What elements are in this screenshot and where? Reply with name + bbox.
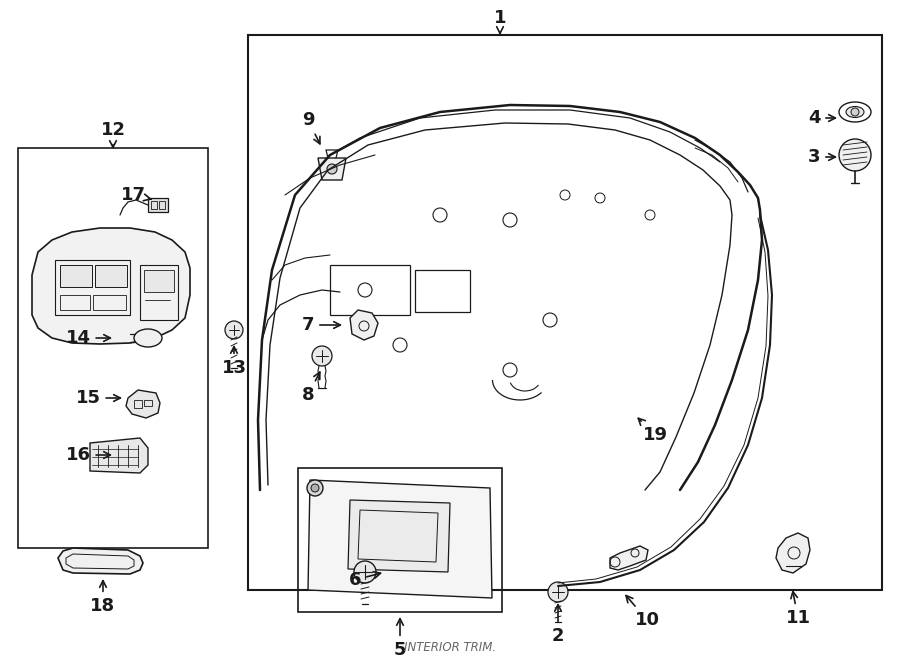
Polygon shape bbox=[308, 480, 492, 598]
Bar bbox=[330, 265, 410, 315]
Text: 6: 6 bbox=[349, 571, 381, 589]
Circle shape bbox=[225, 321, 243, 339]
Bar bbox=[298, 468, 502, 612]
Bar bbox=[159, 201, 165, 209]
Bar bbox=[60, 295, 90, 310]
Bar bbox=[134, 400, 142, 408]
Bar bbox=[95, 265, 127, 287]
Text: 8: 8 bbox=[302, 372, 319, 404]
Text: 10: 10 bbox=[626, 596, 660, 629]
Circle shape bbox=[312, 346, 332, 366]
Circle shape bbox=[851, 108, 859, 116]
Polygon shape bbox=[90, 438, 148, 473]
Text: 1: 1 bbox=[494, 9, 506, 34]
Polygon shape bbox=[350, 310, 378, 340]
Polygon shape bbox=[32, 228, 190, 344]
Text: 5: 5 bbox=[394, 619, 406, 659]
Text: 16: 16 bbox=[66, 446, 111, 464]
Circle shape bbox=[311, 484, 319, 492]
Polygon shape bbox=[58, 548, 143, 574]
Ellipse shape bbox=[846, 107, 864, 117]
Polygon shape bbox=[776, 533, 810, 573]
Ellipse shape bbox=[134, 329, 162, 347]
Bar bbox=[248, 35, 882, 590]
Bar bbox=[55, 260, 130, 315]
Circle shape bbox=[548, 582, 568, 602]
Text: 13: 13 bbox=[221, 347, 247, 377]
Bar bbox=[93, 295, 126, 310]
Text: 7: 7 bbox=[302, 316, 340, 334]
Bar bbox=[144, 270, 174, 292]
Bar bbox=[144, 400, 152, 406]
Polygon shape bbox=[348, 500, 450, 572]
Text: 18: 18 bbox=[90, 581, 115, 615]
Bar bbox=[60, 265, 92, 287]
Circle shape bbox=[327, 164, 337, 174]
Text: 3: 3 bbox=[808, 148, 835, 166]
Text: 12: 12 bbox=[101, 121, 125, 148]
Text: 4: 4 bbox=[808, 109, 835, 127]
Bar bbox=[18, 148, 208, 548]
Circle shape bbox=[839, 139, 871, 171]
Text: INTERIOR TRIM.: INTERIOR TRIM. bbox=[404, 641, 496, 654]
Text: 14: 14 bbox=[66, 329, 111, 347]
Circle shape bbox=[307, 480, 323, 496]
Bar bbox=[148, 198, 168, 212]
Bar bbox=[151, 201, 157, 209]
Text: 15: 15 bbox=[76, 389, 121, 407]
Text: 9: 9 bbox=[302, 111, 319, 144]
Polygon shape bbox=[610, 546, 648, 570]
Bar bbox=[415, 270, 470, 312]
Text: 11: 11 bbox=[786, 592, 811, 627]
Polygon shape bbox=[318, 158, 346, 180]
Bar bbox=[140, 265, 178, 320]
Text: 17: 17 bbox=[121, 186, 151, 204]
Polygon shape bbox=[126, 390, 160, 418]
Text: 2: 2 bbox=[552, 604, 564, 645]
Circle shape bbox=[354, 561, 376, 583]
Text: 19: 19 bbox=[638, 418, 668, 444]
